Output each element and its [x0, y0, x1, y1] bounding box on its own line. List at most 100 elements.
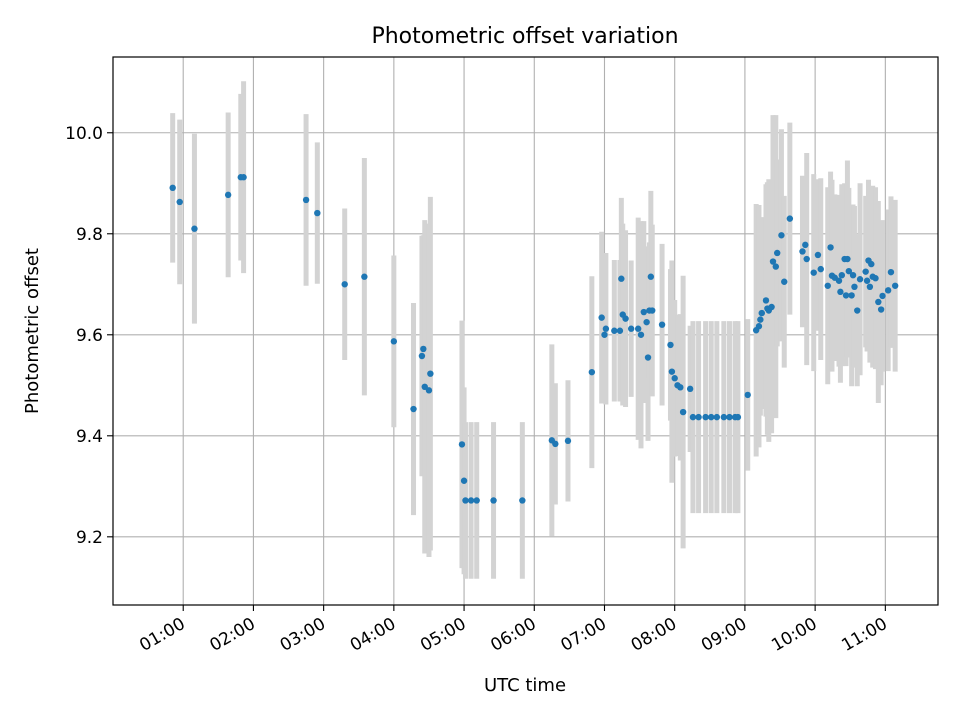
data-point [627, 325, 635, 332]
data-point [410, 405, 417, 413]
plot-area [113, 57, 938, 605]
data-point [835, 277, 843, 284]
data-point [658, 321, 666, 328]
data-point [191, 225, 198, 232]
data-point [768, 303, 775, 311]
data-point [877, 306, 885, 313]
data-point [644, 354, 652, 361]
data-point [755, 323, 763, 330]
data-point [677, 384, 684, 391]
data-point [884, 287, 892, 294]
data-point [598, 314, 605, 321]
data-point [799, 248, 806, 255]
data-point [708, 413, 715, 421]
data-point [838, 271, 846, 279]
data-point [667, 341, 674, 349]
data-point [854, 307, 861, 314]
data-points [169, 174, 899, 504]
data-point [891, 282, 899, 289]
data-point [848, 292, 855, 299]
data-point [341, 281, 348, 288]
data-point [643, 318, 650, 326]
data-point [602, 325, 610, 332]
data-point [418, 352, 426, 360]
data-point [774, 249, 781, 257]
data-point [875, 298, 882, 306]
data-point [810, 269, 817, 276]
data-point [616, 327, 624, 334]
y-tick-label: 9.4 [76, 427, 103, 447]
data-point [647, 273, 655, 280]
data-point [720, 413, 728, 421]
data-point [851, 283, 858, 291]
data-point [240, 174, 247, 181]
data-point [686, 385, 694, 393]
data-point [467, 497, 475, 504]
data-point [817, 265, 824, 273]
data-point [762, 297, 770, 304]
data-point [814, 251, 822, 259]
y-axis-ticks: 9.2 9.4 9.6 9.8 10.0 [65, 124, 113, 548]
data-point [868, 260, 875, 268]
data-point [802, 241, 809, 249]
data-point [390, 338, 398, 345]
data-point [726, 413, 733, 421]
data-point [622, 315, 629, 322]
data-point [837, 288, 844, 296]
data-point [827, 244, 834, 251]
data-point [668, 368, 676, 375]
data-point [611, 327, 618, 334]
data-point [689, 413, 697, 421]
data-point [169, 184, 176, 192]
data-point [361, 273, 368, 280]
data-point [824, 282, 831, 289]
data-point [713, 413, 721, 421]
data-point [314, 209, 321, 217]
data-point [640, 308, 648, 316]
data-point [863, 277, 871, 284]
data-point [421, 383, 428, 391]
data-point [744, 391, 751, 399]
data-point [637, 331, 645, 338]
data-point [427, 370, 434, 377]
data-point [552, 440, 559, 448]
data-point [462, 497, 469, 504]
y-tick-label: 10.0 [65, 124, 103, 144]
data-point [845, 267, 853, 275]
y-axis-label: Photometric offset [22, 248, 43, 414]
data-point [695, 413, 702, 421]
data-point [842, 292, 850, 299]
data-point [460, 477, 468, 484]
data-point [879, 292, 886, 300]
data-point [702, 413, 709, 421]
data-point [769, 258, 777, 265]
data-point [781, 278, 788, 285]
data-point [618, 275, 625, 282]
data-point [803, 255, 810, 263]
data-point [887, 268, 895, 276]
y-tick-label: 9.8 [76, 225, 103, 245]
y-tick-label: 9.6 [76, 326, 103, 346]
data-point [671, 375, 678, 382]
data-point [862, 268, 869, 275]
data-point [849, 271, 857, 279]
chart-title: Photometric offset variation [371, 24, 678, 49]
x-axis-label: UTC time [484, 675, 566, 696]
data-point [758, 309, 765, 317]
data-point [866, 283, 874, 291]
data-point [420, 345, 427, 353]
data-point [302, 196, 310, 204]
data-point [786, 215, 794, 222]
data-point [490, 497, 497, 504]
data-point [564, 437, 572, 445]
data-point [601, 331, 608, 338]
data-point [679, 408, 687, 416]
data-point [473, 497, 480, 504]
data-point [778, 232, 785, 239]
data-point [634, 325, 642, 332]
data-point [224, 191, 232, 199]
data-point [856, 276, 864, 283]
plot-frame [112, 56, 939, 606]
data-point [757, 316, 764, 323]
data-point [176, 198, 183, 206]
